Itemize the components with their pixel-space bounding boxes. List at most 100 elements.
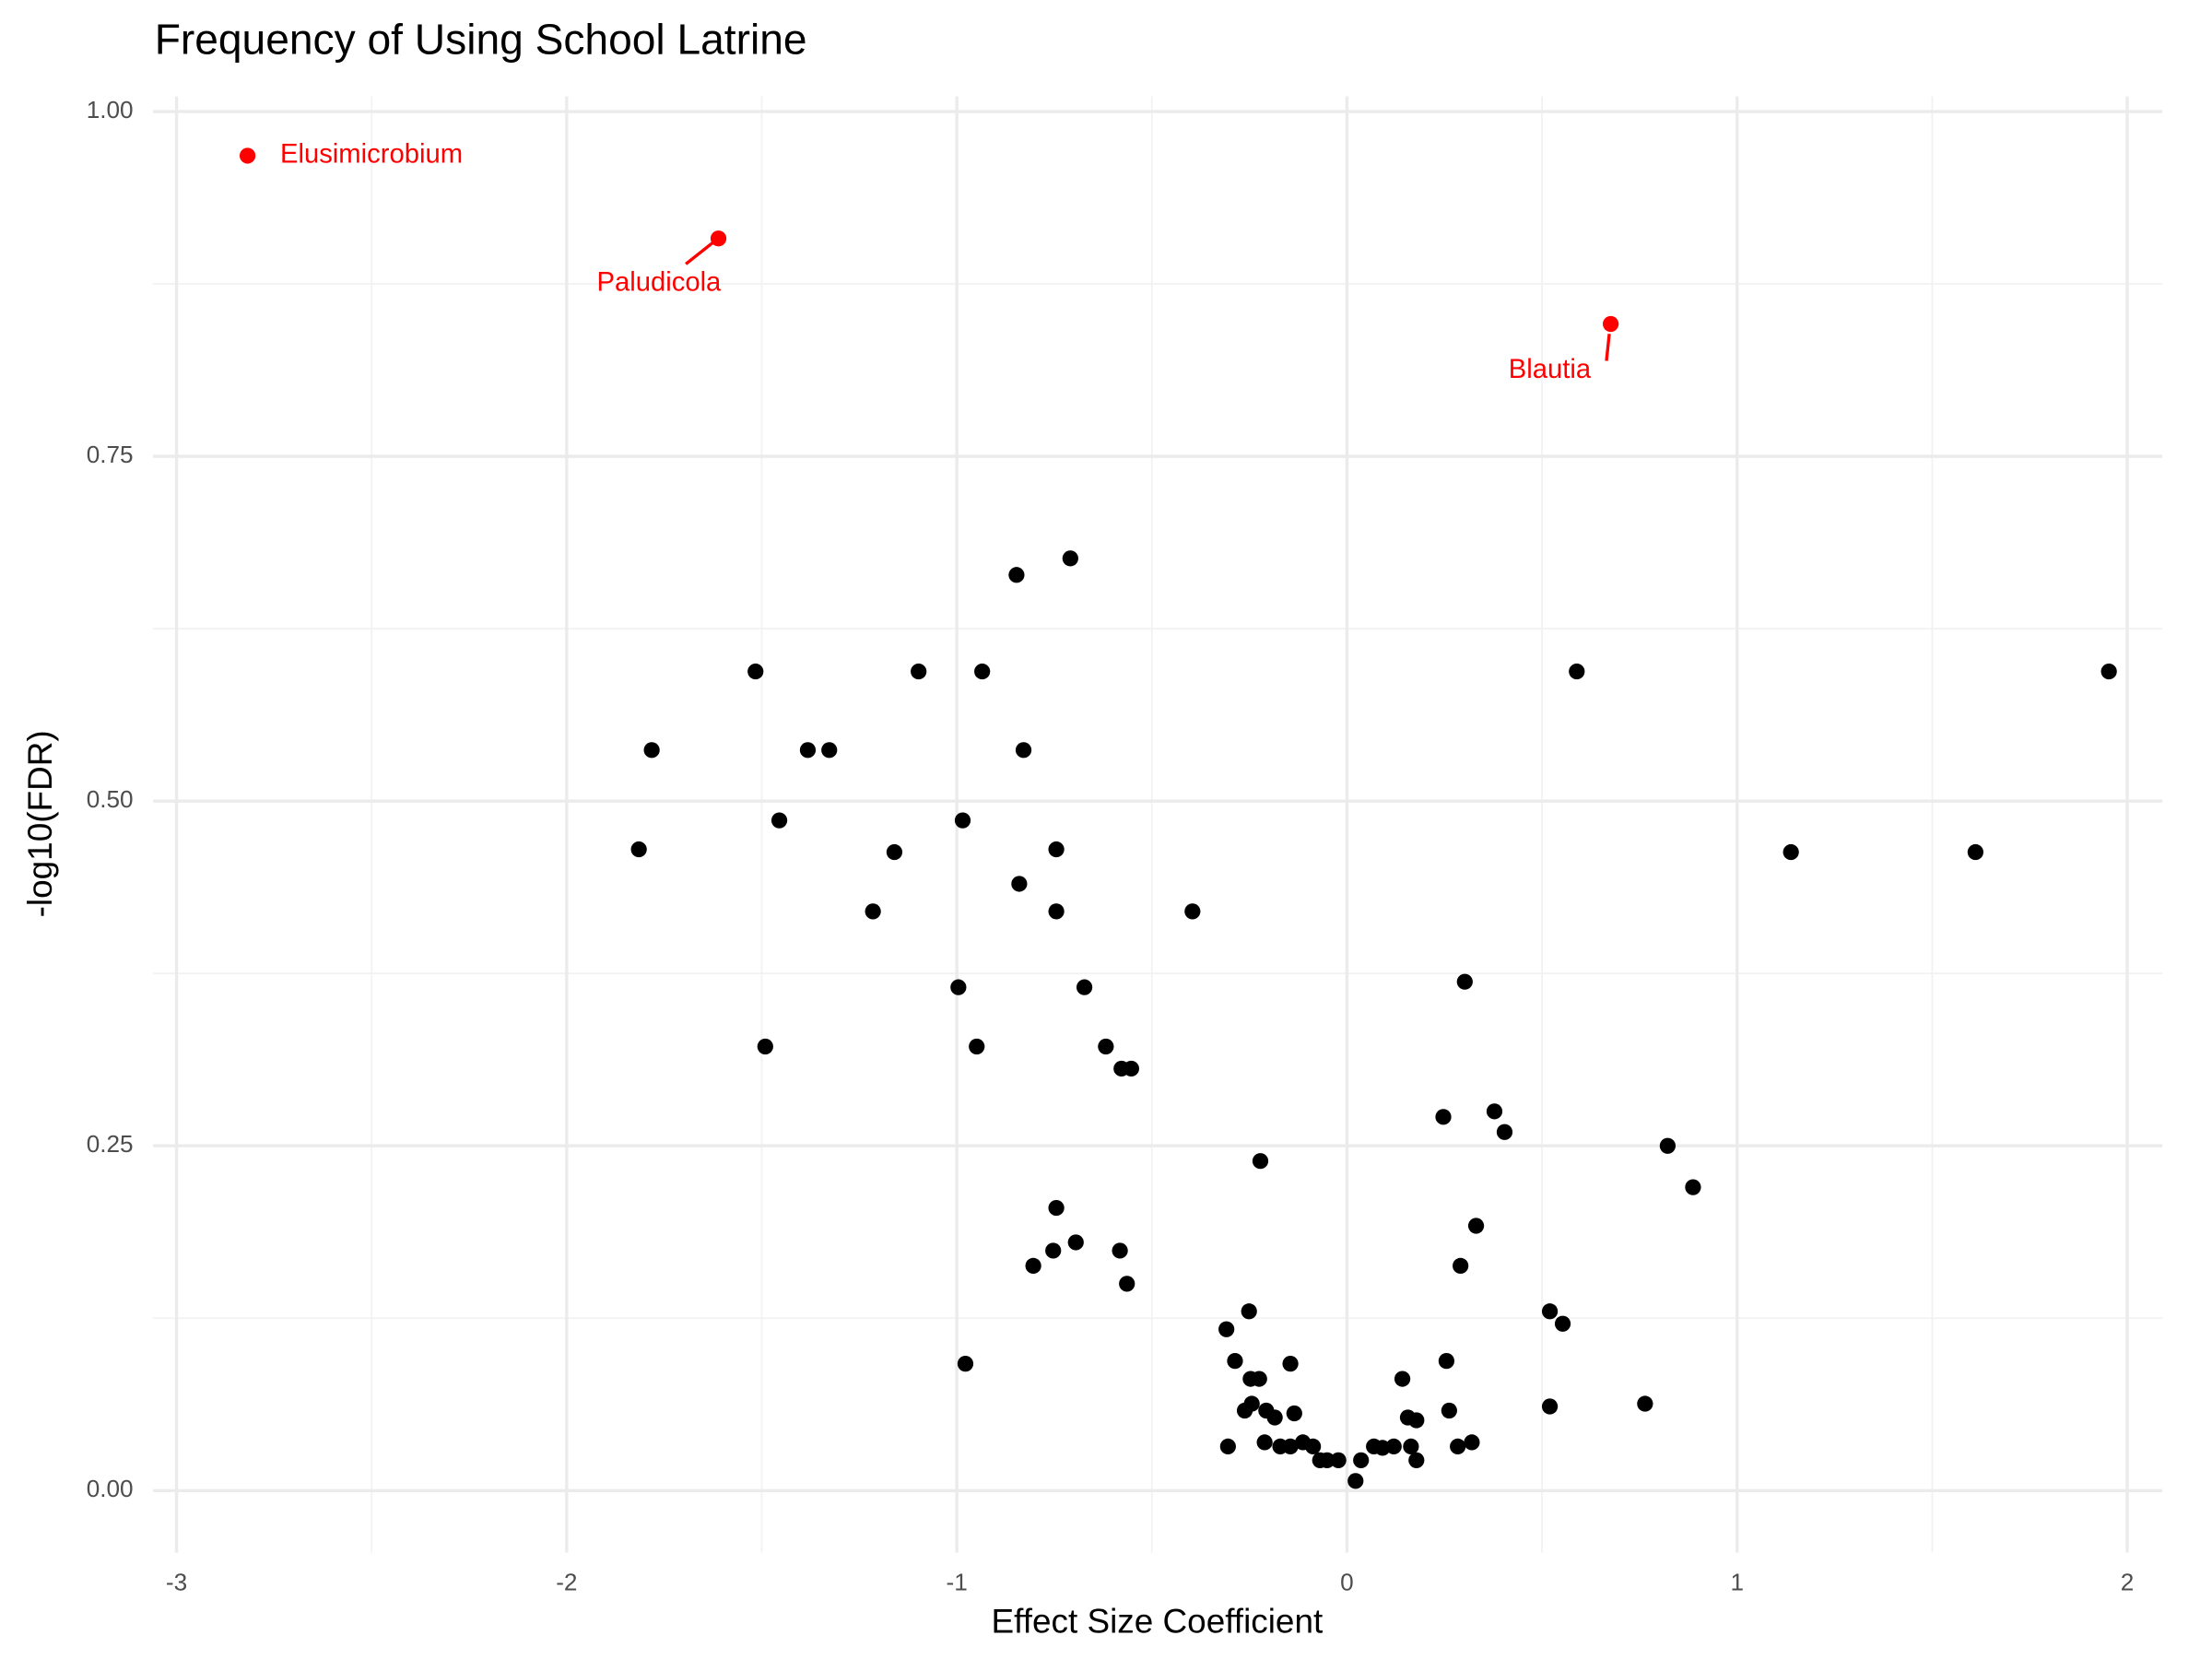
point: [1602, 315, 1619, 333]
y-tick-label: 0.00: [87, 1475, 134, 1502]
point: [1282, 1438, 1299, 1455]
y-axis-title: -log10(FDR): [21, 730, 59, 917]
point: [1025, 1257, 1041, 1275]
point: [1256, 1434, 1273, 1451]
point: [1441, 1402, 1457, 1419]
point: [643, 742, 660, 759]
x-tick-label: 0: [1340, 1568, 1354, 1595]
label-connector: [685, 241, 714, 265]
point: [771, 812, 788, 829]
point: [911, 663, 927, 680]
point: [1062, 550, 1078, 567]
x-tick-label: 1: [1730, 1568, 1744, 1595]
point: [1685, 1179, 1701, 1195]
point: [1241, 1303, 1257, 1320]
point: [1076, 979, 1093, 995]
grid: [153, 96, 2163, 1553]
point: [1541, 1303, 1559, 1320]
point: [886, 843, 903, 861]
point: [1045, 1242, 1062, 1259]
x-tick-label: -3: [166, 1568, 187, 1595]
point-label: Elusimicrobium: [280, 140, 463, 170]
point: [1408, 1412, 1425, 1429]
point: [954, 812, 971, 829]
point: [969, 1038, 985, 1055]
point: [1048, 1199, 1065, 1217]
point: [1286, 1405, 1302, 1422]
point: [1251, 1371, 1267, 1387]
x-tick-label: -2: [556, 1568, 577, 1595]
point: [239, 147, 256, 164]
point: [1403, 1438, 1419, 1455]
point-label: Paludicola: [596, 268, 722, 298]
point: [1048, 903, 1065, 920]
point: [757, 1038, 773, 1055]
point: [1184, 903, 1201, 920]
point: [974, 663, 991, 680]
chart-title: Frequency of Using School Latrine: [155, 15, 807, 63]
point: [1227, 1353, 1243, 1370]
point: [821, 742, 838, 759]
point: [950, 979, 967, 995]
point: [1435, 1109, 1452, 1125]
point: [1353, 1452, 1370, 1468]
point: [630, 841, 647, 858]
point: [1011, 876, 1028, 892]
point: [1347, 1473, 1364, 1489]
point: [1305, 1438, 1322, 1455]
y-tick-label: 1.00: [87, 96, 134, 124]
point: [2100, 663, 2117, 680]
point: [1119, 1276, 1135, 1292]
point: [1008, 567, 1025, 583]
point: [1467, 1218, 1485, 1234]
point: [1394, 1371, 1411, 1387]
x-tick-label: 2: [2121, 1568, 2135, 1595]
point: [1319, 1452, 1335, 1468]
y-tick-label: 0.50: [87, 785, 134, 813]
point: [1243, 1395, 1260, 1412]
point: [1112, 1242, 1128, 1259]
point: [1967, 843, 1984, 861]
point: [1219, 1438, 1236, 1455]
points: Elusimicrobium Paludicola Blautia: [239, 140, 2117, 1489]
point: [1659, 1137, 1677, 1154]
point: [1496, 1124, 1513, 1140]
point: [1569, 663, 1585, 680]
point: [1486, 1103, 1503, 1120]
point: [957, 1356, 974, 1372]
point: [1048, 841, 1065, 858]
point: [865, 903, 881, 920]
point: [747, 663, 764, 680]
point: [1438, 1353, 1455, 1370]
y-tick-label: 0.25: [87, 1130, 134, 1158]
point: [1637, 1395, 1653, 1412]
point: [1464, 1434, 1480, 1451]
point: [1783, 843, 1799, 861]
point: [1098, 1038, 1114, 1055]
point: [1252, 1153, 1269, 1170]
point: [1453, 1257, 1469, 1275]
point: [1218, 1321, 1235, 1337]
x-axis-title: Effect Size Coefficient: [992, 1602, 1324, 1640]
point: [1408, 1452, 1425, 1468]
x-tick-label: -1: [947, 1568, 968, 1595]
point: [1266, 1409, 1283, 1426]
point: [1456, 973, 1473, 990]
point: [1123, 1060, 1139, 1077]
point-label: Blautia: [1509, 355, 1592, 384]
y-tick-label: 0.75: [87, 441, 134, 468]
point: [1015, 742, 1032, 759]
point: [1554, 1315, 1571, 1332]
point: [1282, 1356, 1299, 1372]
point: [710, 230, 727, 247]
point: [1330, 1452, 1347, 1468]
point: [1067, 1234, 1084, 1251]
label-connector: [1605, 334, 1611, 361]
point: [1385, 1438, 1402, 1455]
point: [799, 742, 817, 759]
point: [1450, 1438, 1466, 1455]
point: [1541, 1398, 1559, 1415]
